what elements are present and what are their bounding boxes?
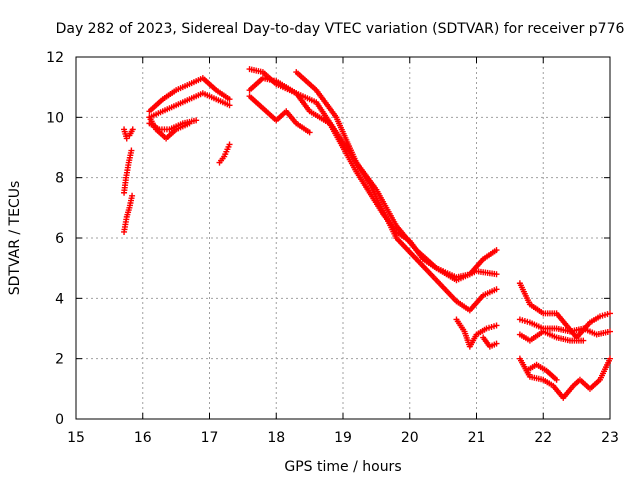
- series-trace-8: [216, 141, 233, 166]
- data-point: [123, 135, 130, 142]
- data-point: [493, 247, 500, 254]
- data-point: [493, 286, 500, 293]
- y-tick-label: 8: [55, 171, 64, 187]
- axis-ticks: [75, 56, 611, 420]
- data-point: [186, 120, 193, 127]
- x-tick-label: 15: [67, 430, 85, 446]
- x-tick-label: 22: [534, 430, 552, 446]
- y-tick-label: 0: [55, 412, 64, 428]
- y-axis-label: SDTVAR / TECUs: [7, 181, 23, 296]
- series-trace-3: [121, 147, 135, 196]
- series-trace-18: [516, 355, 613, 401]
- x-axis-label: GPS time / hours: [284, 459, 401, 475]
- x-tick-label: 16: [134, 430, 152, 446]
- data-point: [607, 310, 613, 317]
- data-point: [493, 322, 500, 329]
- x-tick-labels: 15 16 17 18 19 20 21 22 23: [67, 430, 619, 446]
- data-point: [226, 96, 233, 103]
- data-point: [607, 328, 613, 335]
- series-trace-13: [453, 316, 500, 350]
- y-tick-label: 12: [46, 50, 64, 66]
- data-point: [129, 192, 136, 199]
- series-trace-16: [516, 316, 613, 338]
- data-point: [226, 141, 233, 148]
- x-tick-label: 21: [468, 430, 486, 446]
- data-point: [128, 147, 135, 154]
- data-point: [580, 337, 587, 344]
- series-trace-14: [480, 334, 500, 350]
- x-tick-label: 19: [334, 430, 352, 446]
- series-trace-10: [246, 66, 500, 281]
- series-trace-12: [293, 69, 500, 314]
- series-trace-2: [121, 192, 136, 235]
- series-trace-11: [246, 75, 500, 284]
- data-point: [493, 340, 500, 347]
- y-tick-label: 10: [46, 110, 64, 126]
- y-tick-label: 4: [55, 291, 64, 307]
- data-point: [493, 271, 500, 278]
- x-tick-label: 18: [267, 430, 285, 446]
- data-point: [129, 126, 136, 133]
- series-trace-9: [246, 93, 313, 136]
- data-point: [607, 355, 613, 362]
- chart-title: Day 282 of 2023, Sidereal Day-to-day VTE…: [56, 21, 625, 37]
- series-trace-17: [516, 328, 587, 344]
- x-tick-label: 23: [601, 430, 619, 446]
- data-series: [121, 66, 613, 401]
- series-trace-1: [121, 126, 136, 142]
- data-point: [226, 102, 233, 109]
- series-trace-5: [146, 90, 233, 121]
- x-tick-label: 20: [401, 430, 419, 446]
- series-trace-4: [146, 75, 233, 115]
- series-trace-7: [146, 114, 193, 142]
- y-tick-label: 6: [55, 231, 64, 247]
- series-trace-19: [523, 361, 560, 383]
- data-point: [553, 376, 560, 383]
- data-point: [193, 117, 200, 124]
- grid-lines: [76, 57, 610, 419]
- data-point: [306, 129, 313, 136]
- x-tick-label: 17: [201, 430, 219, 446]
- y-tick-labels: 0 2 4 6 8 10 12: [46, 50, 64, 428]
- y-tick-label: 2: [55, 352, 64, 368]
